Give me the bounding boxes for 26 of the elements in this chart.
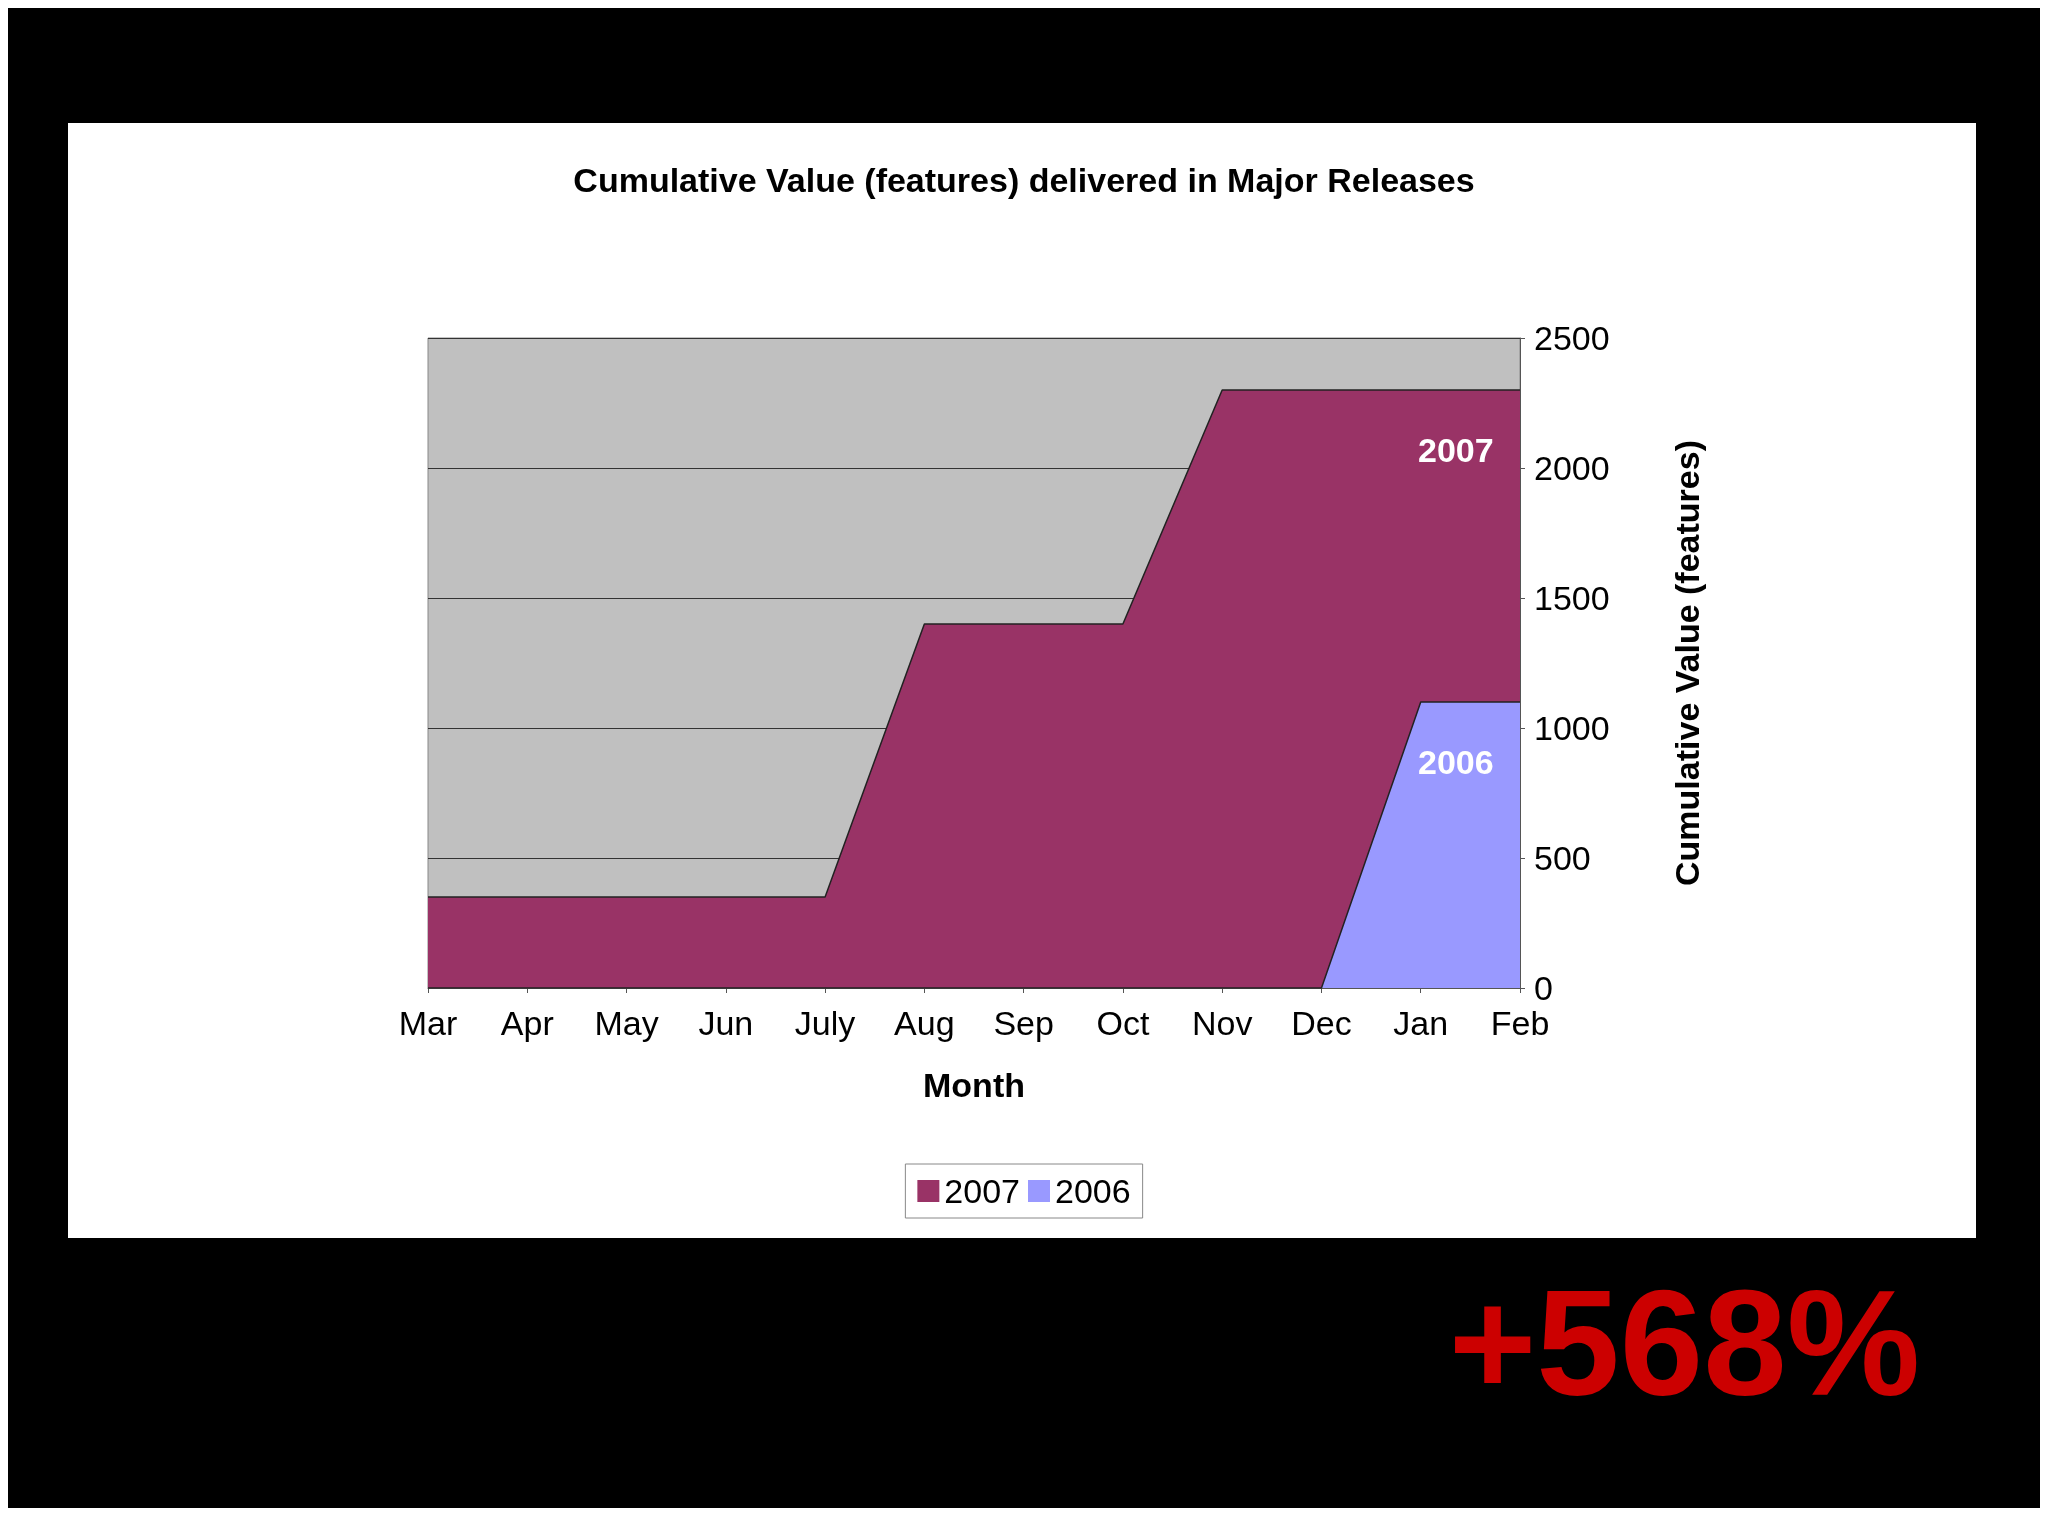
y-tick-label: 0 <box>1534 969 1553 1007</box>
x-tick-label: Dec <box>1291 1004 1352 1042</box>
x-tick-label: Apr <box>500 1004 554 1042</box>
x-tick-label: Nov <box>1191 1004 1253 1042</box>
y-axis-title: Cumulative Value (features) <box>1668 440 1706 886</box>
x-tick-label: Oct <box>1096 1004 1150 1042</box>
legend-label: 2006 <box>1055 1172 1131 1210</box>
x-tick-label: Jan <box>1393 1004 1449 1042</box>
y-tick-label: 2500 <box>1534 319 1610 357</box>
y-tick-label: 2000 <box>1534 449 1610 487</box>
legend-label: 2007 <box>944 1172 1020 1210</box>
text: +568% <box>1448 1259 1921 1427</box>
x-tick-label: Sep <box>993 1004 1054 1042</box>
text: 2006 <box>1418 743 1494 781</box>
x-axis-title: Month <box>923 1066 1025 1104</box>
chart-title: Cumulative Value (features) delivered in Major Releases <box>573 161 1475 199</box>
x-tick-label: July <box>794 1004 856 1042</box>
x-tick-label: Feb <box>1490 1004 1550 1042</box>
x-tick-label: Mar <box>398 1004 458 1042</box>
x-tick-label: May <box>594 1004 659 1042</box>
text: 2007 <box>1418 431 1494 469</box>
y-tick-label: 500 <box>1534 839 1591 877</box>
y-tick-label: 1000 <box>1534 709 1610 747</box>
x-tick-label: Jun <box>698 1004 754 1042</box>
y-tick-label: 1500 <box>1534 579 1610 617</box>
x-tick-label: Aug <box>894 1004 955 1042</box>
